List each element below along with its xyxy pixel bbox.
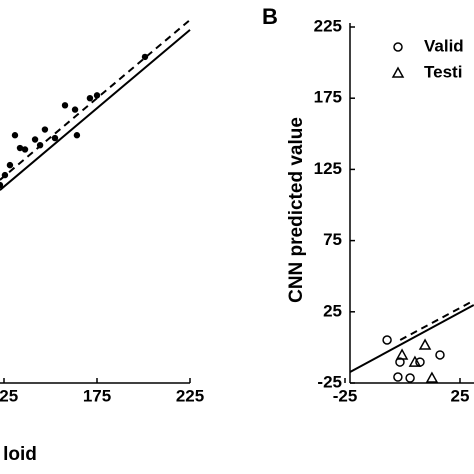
data-point	[425, 371, 439, 383]
data-point	[51, 134, 59, 142]
data-point	[73, 132, 81, 139]
data-point	[382, 335, 392, 345]
data-point	[141, 53, 149, 61]
x-tick-label: 125	[0, 386, 18, 405]
y-tick-label: 175	[314, 88, 342, 107]
data-point	[0, 181, 4, 189]
y-tick-label: 225	[314, 16, 342, 35]
data-point	[408, 355, 422, 367]
data-point	[418, 338, 432, 350]
legend-label: Valid	[424, 36, 464, 55]
data-point	[395, 348, 409, 360]
data-point	[395, 357, 405, 367]
data-point	[6, 161, 14, 169]
y-tick-label: 25	[323, 301, 342, 320]
x-tick-label: 25	[451, 386, 470, 405]
data-point	[86, 95, 94, 102]
legend-marker	[391, 66, 405, 78]
x-axis-label: loid	[3, 444, 37, 465]
data-point	[435, 350, 445, 360]
y-tick-label: -25	[317, 372, 342, 391]
data-point	[61, 102, 69, 109]
x-tick-label: -25	[333, 386, 358, 405]
solid-line	[349, 304, 474, 373]
legend-marker	[393, 42, 403, 52]
data-point	[41, 126, 49, 133]
data-point	[405, 373, 415, 383]
data-point	[16, 144, 24, 152]
data-point	[11, 132, 19, 139]
data-point	[31, 136, 39, 143]
dashed-line	[399, 299, 474, 341]
solid-line	[0, 29, 191, 191]
legend-label: Testi	[424, 62, 462, 81]
data-point	[393, 372, 403, 382]
dashed-line	[0, 19, 191, 181]
y-tick-label: 125	[314, 159, 342, 178]
x-tick-label: 175	[83, 386, 111, 405]
data-point	[1, 171, 9, 179]
x-tick-label: 225	[176, 386, 204, 405]
data-point	[21, 146, 29, 153]
panel-label: B	[262, 4, 278, 29]
y-tick-label: 75	[323, 230, 342, 249]
y-axis-label: CNN predicted value	[286, 117, 307, 303]
data-point	[71, 106, 79, 113]
data-point	[93, 92, 101, 99]
data-point	[36, 141, 44, 149]
